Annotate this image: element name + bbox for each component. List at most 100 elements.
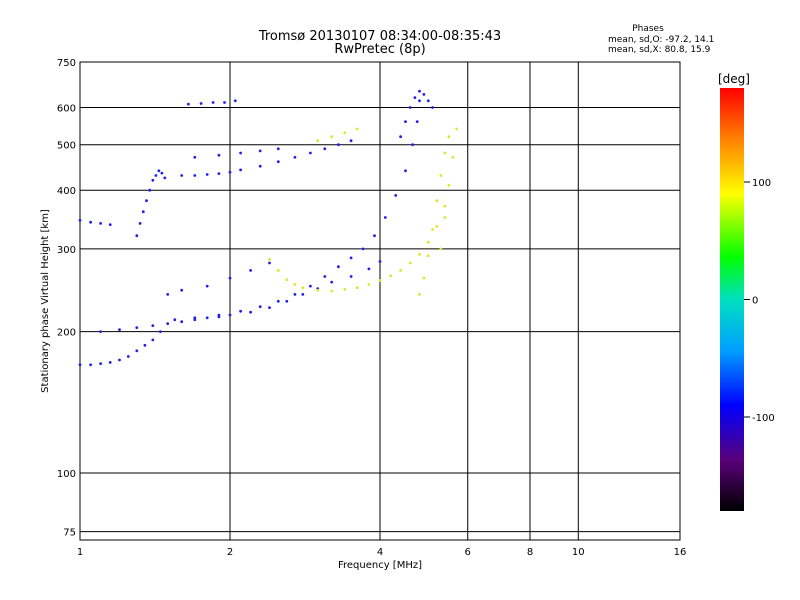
y-tick-label: 750 — [57, 58, 76, 69]
chart-title: Tromsø 20130107 08:34:00-08:35:43 — [258, 29, 501, 44]
o-mode-point — [349, 139, 353, 143]
x-tick-label: 10 — [572, 547, 585, 558]
y-tick-label: 400 — [57, 186, 76, 197]
x-tick-label: 2 — [227, 547, 233, 558]
x-tick-label: 1 — [77, 547, 83, 558]
o-mode-point — [199, 102, 203, 105]
o-mode-point — [330, 280, 334, 284]
o-mode-point — [418, 89, 421, 93]
o-mode-point — [78, 363, 82, 367]
o-mode-point — [180, 288, 184, 292]
x-mode-point — [447, 183, 451, 187]
colorbar-tick-label: -100 — [752, 413, 775, 424]
x-mode-point — [316, 288, 320, 292]
x-mode-point — [435, 225, 439, 228]
y-tick-label: 300 — [57, 245, 76, 256]
o-mode-point — [367, 267, 371, 271]
o-mode-point — [399, 135, 402, 139]
o-mode-point — [404, 169, 407, 173]
o-mode-point — [394, 194, 398, 197]
x-mode-point — [330, 135, 334, 139]
o-mode-point — [378, 260, 382, 263]
o-mode-point — [151, 324, 155, 327]
o-mode-point — [426, 99, 430, 103]
o-mode-point — [361, 247, 365, 251]
o-mode-point — [415, 120, 419, 123]
o-mode-point — [276, 299, 280, 303]
o-mode-point — [268, 306, 271, 309]
o-mode-point — [411, 143, 414, 147]
plot-area: 1 2 4 6 8 10 16 75 100 200 300 400 500 600 750 — [57, 58, 686, 558]
o-mode-point — [118, 358, 121, 362]
y-tick-labels: 75 100 200 300 400 500 600 750 — [57, 58, 76, 539]
o-mode-point — [166, 322, 170, 325]
x-mode-point — [422, 276, 426, 280]
o-mode-point — [135, 326, 139, 329]
x-mode-point — [378, 279, 382, 282]
o-mode-point — [160, 171, 164, 175]
o-mode-point — [138, 222, 142, 225]
o-mode-point — [211, 101, 215, 104]
o-mode-point — [404, 120, 407, 123]
o-mode-point — [154, 174, 158, 177]
x-mode-point — [426, 254, 430, 258]
x-mode-point — [343, 131, 347, 135]
x-tick-label: 8 — [527, 547, 533, 558]
o-mode-point — [193, 316, 197, 320]
o-mode-point — [223, 101, 226, 104]
x-mode-point — [330, 289, 334, 293]
o-mode-point — [141, 210, 145, 214]
o-mode-point — [276, 160, 280, 164]
o-mode-point — [217, 172, 221, 176]
o-mode-point — [337, 265, 340, 269]
x-mode-point — [367, 283, 371, 286]
o-mode-point — [228, 170, 232, 174]
o-mode-point — [78, 219, 82, 222]
stats-x-line: mean, sd,X: 80.8, 15.9 — [608, 45, 711, 55]
o-mode-point — [89, 363, 92, 367]
stats-o-line: mean, sd,O: -97.2, 14.1 — [608, 35, 714, 45]
o-mode-point — [217, 153, 221, 157]
o-mode-point — [180, 174, 184, 177]
o-mode-point — [148, 188, 152, 192]
o-mode-point — [118, 328, 121, 331]
y-tick-label: 500 — [57, 141, 76, 152]
o-mode-point — [249, 269, 253, 272]
o-mode-point — [99, 330, 102, 333]
o-mode-point — [108, 361, 112, 364]
o-mode-point — [159, 330, 162, 333]
grid-lines — [80, 61, 680, 540]
x-mode-point — [443, 204, 447, 208]
x-mode-point — [268, 258, 271, 261]
o-mode-point — [258, 305, 262, 309]
o-mode-point — [285, 299, 289, 303]
o-mode-point — [431, 106, 434, 109]
y-tick-label: 100 — [57, 469, 76, 480]
o-mode-point — [173, 318, 177, 322]
o-mode-point — [193, 174, 197, 177]
o-mode-point — [205, 173, 209, 176]
x-mode-point — [455, 127, 458, 131]
o-mode-point — [99, 222, 102, 225]
colorbar-tick-label: 0 — [752, 296, 758, 307]
x-mode-point — [293, 283, 297, 286]
o-mode-point — [383, 216, 387, 219]
x-mode-point — [399, 269, 402, 272]
x-tick-label: 4 — [377, 547, 383, 558]
o-mode-point — [135, 349, 139, 353]
o-mode-point — [309, 151, 312, 155]
x-mode-point — [418, 253, 421, 256]
colorbar: [deg] 100 0 -100 — [718, 72, 775, 511]
x-mode-point — [443, 151, 447, 155]
x-mode-point — [431, 228, 434, 231]
o-mode-point — [135, 234, 139, 238]
o-mode-point — [373, 234, 376, 238]
o-mode-point — [228, 276, 232, 280]
x-tick-labels: 1 2 4 6 8 10 16 — [77, 547, 687, 558]
x-mode-point — [316, 139, 320, 143]
o-mode-point — [193, 155, 197, 159]
o-mode-point — [233, 99, 237, 103]
o-mode-point — [337, 143, 340, 147]
chart-subtitle: RwPretec (8p) — [334, 42, 425, 57]
y-tick-label: 200 — [57, 328, 76, 339]
